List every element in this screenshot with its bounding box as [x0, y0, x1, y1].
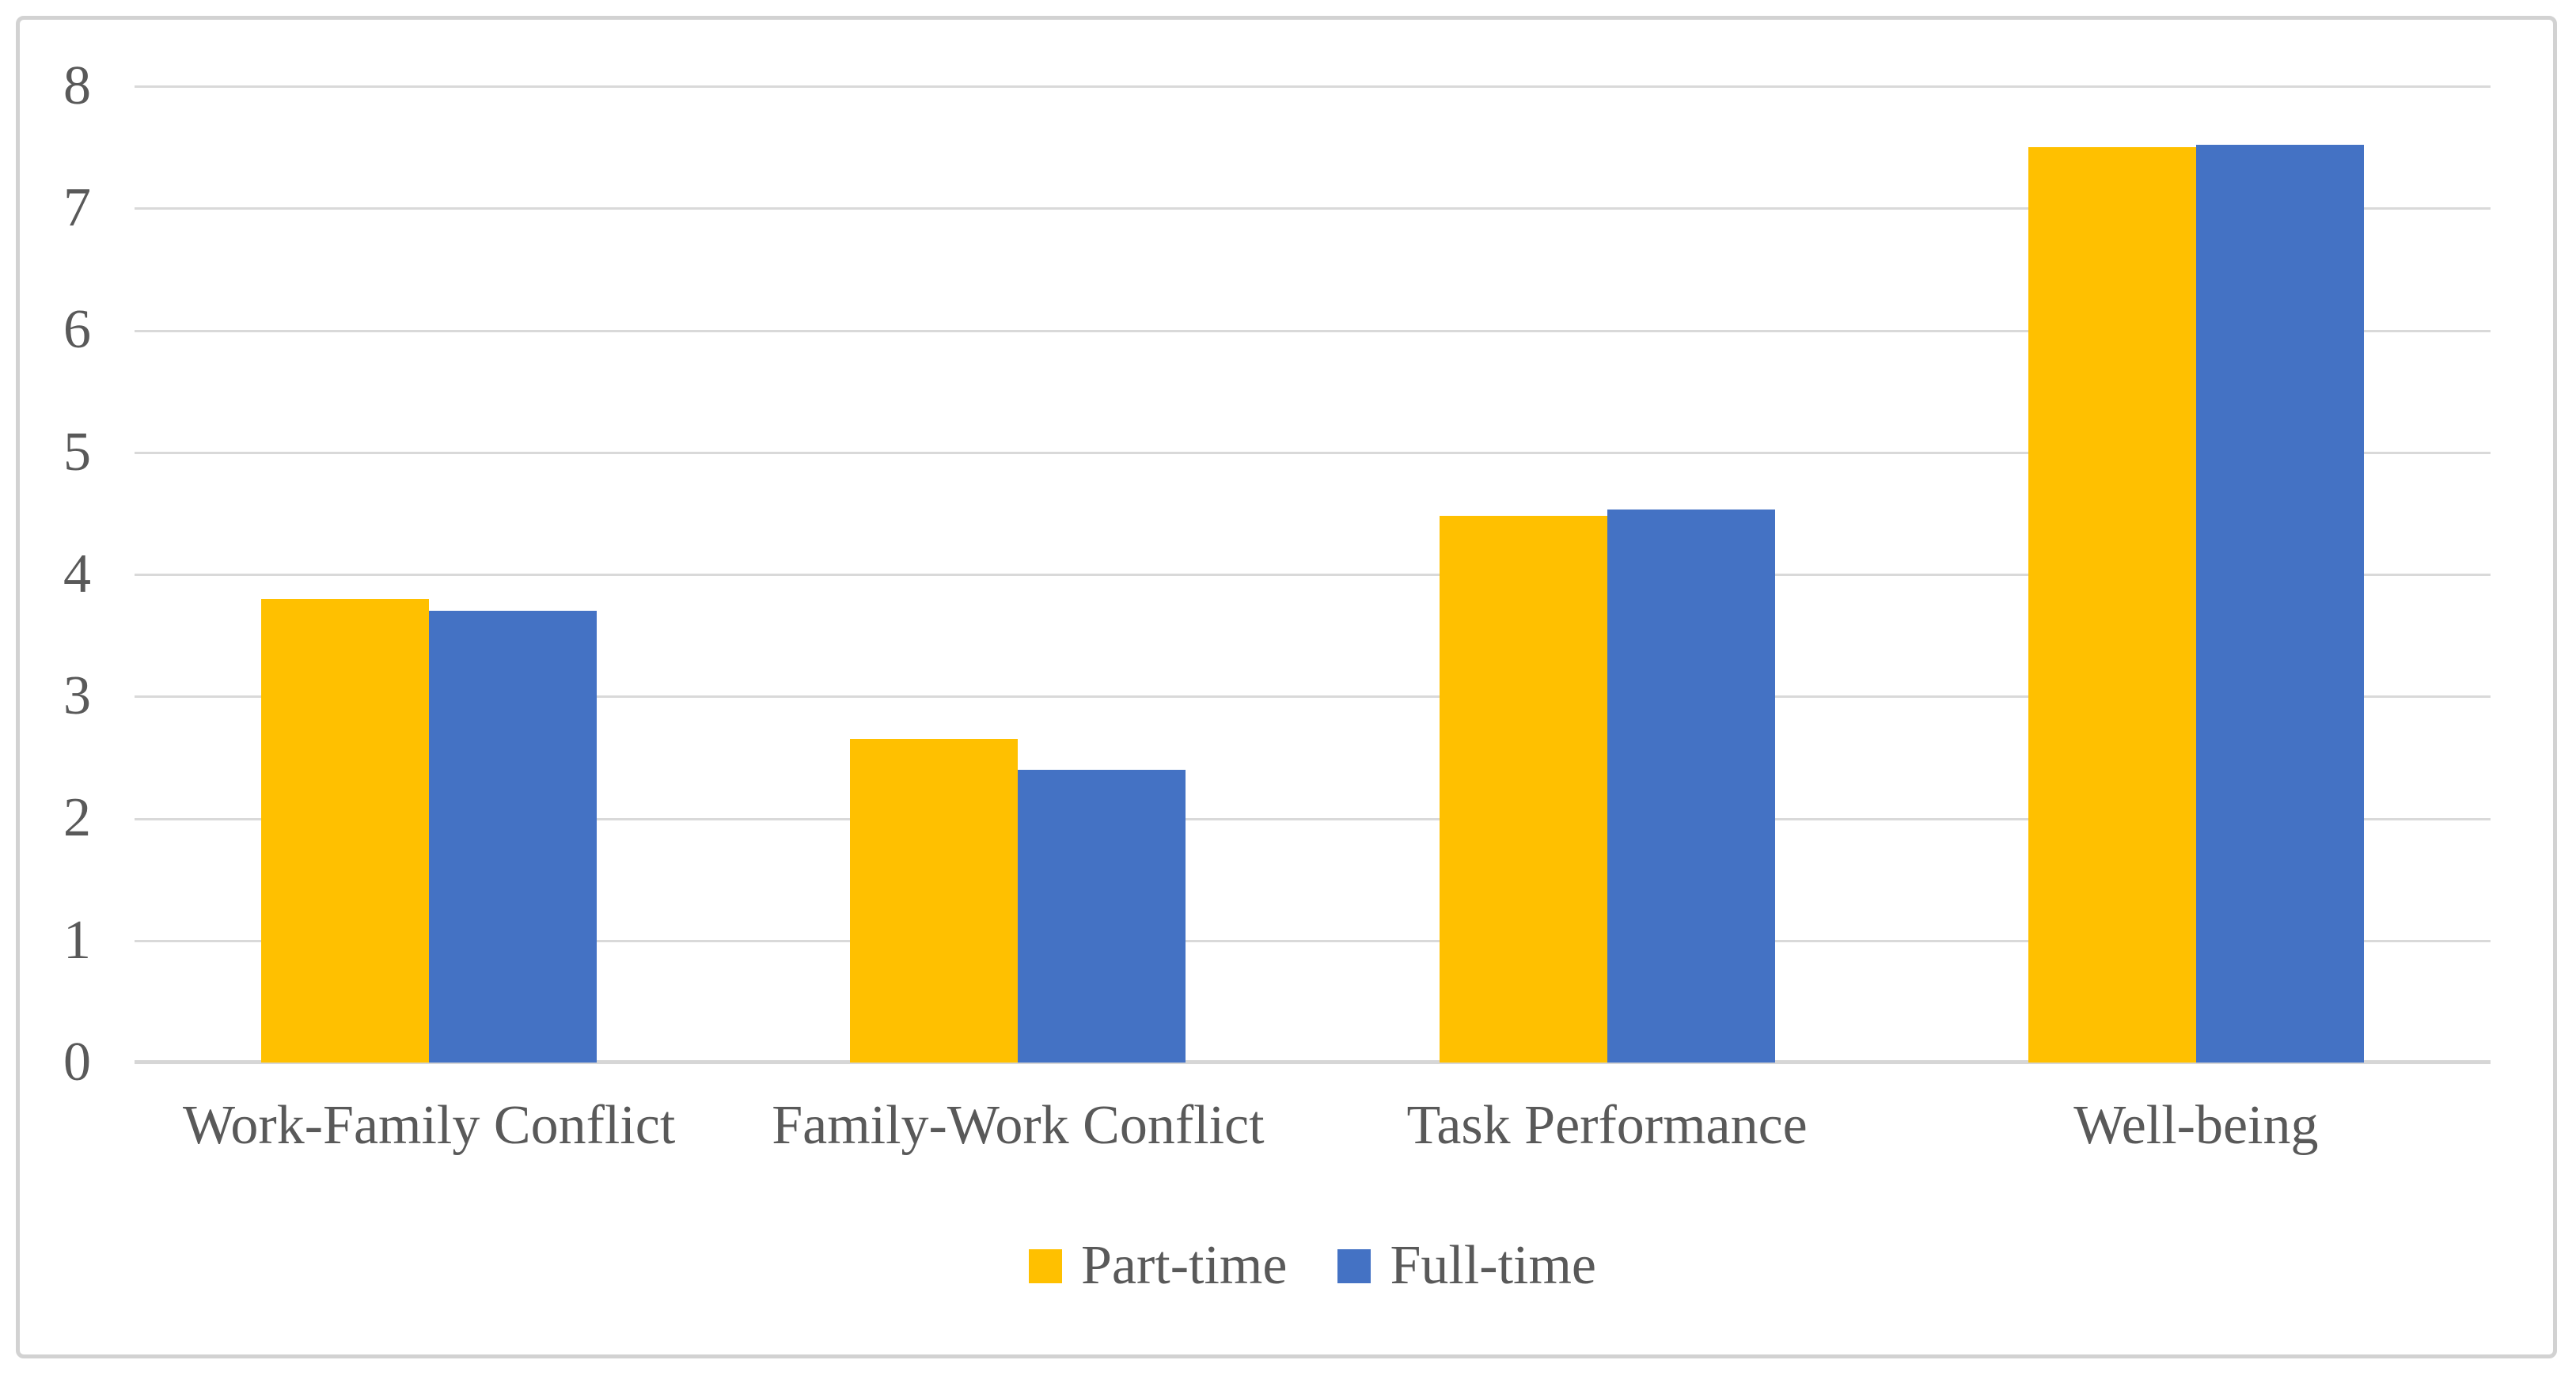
- y-tick-label-4: 4: [63, 544, 91, 604]
- bar-full-time-family-work-conflict: [1018, 769, 1186, 1063]
- x-label-task-performance: Task Performance: [1406, 1095, 1808, 1156]
- x-label-work-family-conflict: Work-Family Conflict: [182, 1095, 676, 1156]
- full-time-swatch-icon: [1337, 1248, 1371, 1283]
- part-time-swatch-icon: [1028, 1248, 1062, 1283]
- bar-part-time-family-work-conflict: [850, 739, 1019, 1063]
- gridline-1: [135, 939, 2491, 942]
- bar-part-time-work-family-conflict: [261, 598, 430, 1063]
- bar-groups: [135, 86, 2491, 1063]
- group-well-being: [1902, 86, 2491, 1063]
- group-family-work-conflict: [723, 86, 1312, 1063]
- gridline-7: [135, 207, 2491, 210]
- y-tick-label-0: 0: [63, 1032, 91, 1093]
- gridline-3: [135, 695, 2491, 699]
- y-tick-label-1: 1: [63, 910, 91, 971]
- group-work-family-conflict: [135, 86, 723, 1063]
- gridline-5: [135, 451, 2491, 454]
- legend-label-full-time: Full-time: [1390, 1235, 1597, 1296]
- plot-area: [135, 85, 2491, 1064]
- chart-legend: Part-time Full-time: [135, 1231, 2491, 1301]
- legend-item-full-time: Full-time: [1337, 1231, 1596, 1301]
- y-tick-label-5: 5: [63, 422, 91, 483]
- gridline-6: [135, 329, 2491, 332]
- x-axis-line: [135, 1060, 2491, 1064]
- y-tick-label-7: 7: [63, 177, 91, 238]
- x-label-well-being: Well-being: [2073, 1095, 2319, 1156]
- bar-full-time-work-family-conflict: [429, 611, 598, 1063]
- legend-item-part-time: Part-time: [1028, 1231, 1288, 1301]
- y-tick-label-2: 2: [63, 787, 91, 848]
- gridline-8: [135, 85, 2491, 88]
- bar-part-time-well-being: [2028, 147, 2196, 1063]
- y-tick-label-3: 3: [63, 665, 91, 726]
- y-tick-label-8: 8: [63, 55, 91, 116]
- x-label-family-work-conflict: Family-Work Conflict: [772, 1095, 1265, 1156]
- bar-part-time-task-performance: [1439, 515, 1607, 1063]
- gridline-4: [135, 574, 2491, 576]
- legend-label-part-time: Part-time: [1080, 1235, 1288, 1296]
- group-task-performance: [1313, 86, 1902, 1063]
- y-tick-label-6: 6: [63, 299, 91, 360]
- bar-full-time-well-being: [2195, 145, 2364, 1063]
- x-axis-labels: Work-Family Conflict Family-Work Conflic…: [135, 1093, 2491, 1159]
- bar-full-time-task-performance: [1607, 510, 1775, 1063]
- gridline-2: [135, 817, 2491, 820]
